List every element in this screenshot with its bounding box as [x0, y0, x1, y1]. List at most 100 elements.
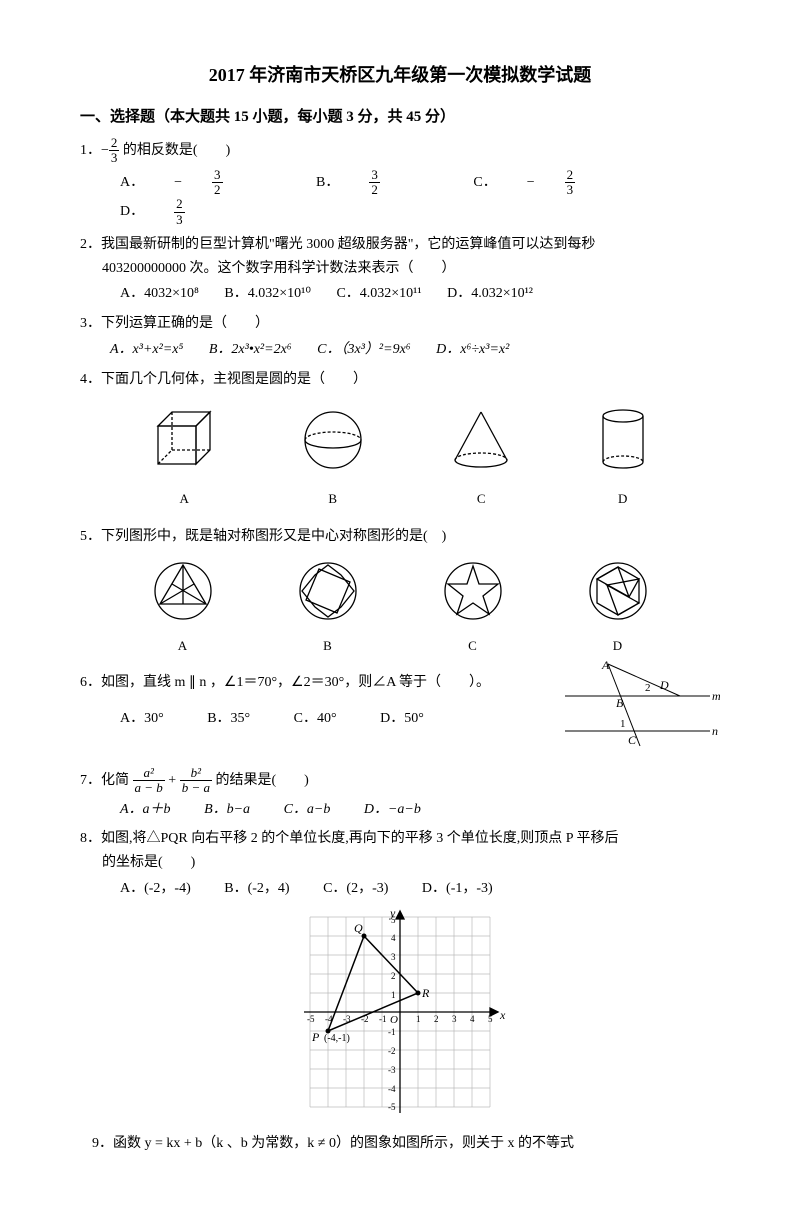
question-3: 3．下列运算正确的是（ ） A．x³+x²=x⁵ B．2x³•x²=2x⁶ C．…	[80, 312, 720, 362]
q2-optC: C．4.032×10¹¹	[336, 282, 421, 306]
q8-optA: A．(-2，-4)	[120, 877, 191, 901]
q8-yt0: 5	[391, 915, 396, 925]
q7-stem-pre: 7．化简	[80, 773, 133, 788]
q4-stem: 4．下面几个几何体，主视图是圆的是（ ）	[80, 368, 720, 392]
q7-optC: C．a−b	[284, 798, 331, 822]
symmetry-c-icon	[442, 560, 504, 622]
q8-xlabel: x	[499, 1008, 506, 1022]
q8-xt4: -1	[379, 1014, 387, 1024]
q8-yt1: 4	[391, 933, 396, 943]
q8-optC: C．(2，-3)	[323, 877, 388, 901]
section-header: 一、选择题（本大题共 15 小题，每小题 3 分，共 45 分）	[80, 105, 720, 131]
q3-optD: D．x⁶÷x³=x²	[436, 338, 509, 362]
symmetry-a-icon	[152, 560, 214, 622]
q5-labelB: B	[297, 635, 359, 657]
q8-line2: 的坐标是( )	[80, 851, 720, 875]
q1-optA-sign: −	[174, 171, 182, 195]
q7-f2-den: b − a	[180, 781, 212, 795]
symmetry-d-icon	[587, 560, 649, 622]
q8-xt2: -3	[343, 1014, 351, 1024]
page-title: 2017 年济南市天桥区九年级第一次模拟数学试题	[80, 60, 720, 91]
q4-labelC: C	[445, 488, 517, 510]
q8-R: R	[421, 986, 430, 1000]
q8-yt4: 1	[391, 990, 396, 1000]
question-2: 2．我国最新研制的巨型计算机"曙光 3000 超级服务器"，它的运算峰值可以达到…	[80, 233, 720, 306]
q8-xt5: 1	[416, 1014, 421, 1024]
q6-n: n	[712, 724, 718, 738]
q1-optA-den: 2	[212, 183, 223, 197]
symmetry-b-icon	[297, 560, 359, 622]
q6-B: B	[616, 696, 624, 710]
q3-optA: A．x³+x²=x⁵	[110, 338, 183, 362]
q7-stem-post: 的结果是( )	[212, 773, 309, 788]
q7-plus: +	[165, 773, 180, 788]
parallel-lines-diagram: A D 2 B 1 C m n	[560, 661, 720, 751]
q8-optB: B．(-2，4)	[224, 877, 289, 901]
q4-labelB: B	[297, 488, 369, 510]
q7-f1-num: a²	[133, 766, 165, 781]
q8-xt8: 4	[470, 1014, 475, 1024]
q7-optD: D．−a−b	[364, 798, 421, 822]
q1-optC-den: 3	[565, 183, 576, 197]
q6-D: D	[659, 678, 669, 692]
q8-xt9: 5	[488, 1014, 493, 1024]
q1-optC-sign: −	[527, 171, 535, 195]
question-9: 9．函数 y = kx + b（k 、b 为常数，k ≠ 0）的图象如图所示，则…	[80, 1132, 720, 1156]
q8-Pcoord: (-4,-1)	[324, 1033, 350, 1044]
question-4: 4．下面几个几何体，主视图是圆的是（ ） A	[80, 368, 720, 519]
q8-yt6: -2	[388, 1046, 396, 1056]
q6-A: A	[601, 661, 610, 672]
q5-labelA: A	[152, 635, 214, 657]
question-8: 8．如图,将△PQR 向右平移 2 的个单位长度,再向下的平移 3 个单位长度,…	[80, 827, 720, 1125]
q1-optB-num: 3	[369, 168, 380, 183]
q8-Q: Q	[354, 921, 363, 935]
q2-line1: 2．我国最新研制的巨型计算机"曙光 3000 超级服务器"，它的运算峰值可以达到…	[80, 233, 720, 257]
q8-xt7: 3	[452, 1014, 457, 1024]
q2-optB: B．4.032×10¹⁰	[224, 282, 311, 306]
q6-stem: 6．如图，直线 m ∥ n ，∠1＝70°，∠2＝30°，则∠A 等于（ ）。	[80, 671, 560, 695]
q1-stem-post: 的相反数是( )	[119, 143, 230, 158]
q1-optD-num: 2	[174, 197, 185, 212]
q1-frac-sign: −	[101, 143, 109, 158]
q4-labelA: A	[148, 488, 220, 510]
question-1: 1．−23 的相反数是( ) A．−32 B．32 C．−23 D．23	[80, 136, 720, 227]
q1-optB-den: 2	[369, 183, 380, 197]
q3-optB: B．2x³•x²=2x⁶	[209, 338, 292, 362]
q6-optA: A．30°	[120, 707, 164, 731]
question-5: 5．下列图形中，既是轴对称图形又是中心对称图形的是( ) A	[80, 525, 720, 666]
q2-optA: A．4032×10⁸	[120, 282, 199, 306]
q5-stem: 5．下列图形中，既是轴对称图形又是中心对称图形的是( )	[80, 525, 720, 549]
q8-xt0: -5	[307, 1014, 315, 1024]
q1-optD-den: 3	[174, 213, 185, 227]
q8-yt2: 3	[391, 952, 396, 962]
q8-line1: 8．如图,将△PQR 向右平移 2 的个单位长度,再向下的平移 3 个单位长度,…	[80, 827, 720, 851]
cone-icon	[445, 404, 517, 476]
q1-optC-label: C．	[473, 171, 496, 195]
q7-f2-num: b²	[180, 766, 212, 781]
q6-C: C	[628, 733, 637, 747]
q2-line2: 403200000000 次。这个数字用科学计数法来表示（ ）	[80, 257, 720, 281]
q8-optD: D．(-1，-3)	[422, 877, 493, 901]
cylinder-icon	[594, 404, 652, 476]
q2-optD: D．4.032×10¹²	[447, 282, 533, 306]
sphere-icon	[297, 404, 369, 476]
q6-optD: D．50°	[380, 707, 424, 731]
q8-P: P	[311, 1030, 320, 1044]
q1-frac-den: 3	[109, 151, 120, 165]
q3-stem: 3．下列运算正确的是（ ）	[80, 312, 720, 336]
q8-yt5: -1	[388, 1027, 396, 1037]
coordinate-graph: x y O Q R P (-4,-1) -5 -4 -3 -2 -1 1 2 3…	[290, 907, 510, 1117]
q8-yt8: -4	[388, 1084, 396, 1094]
q7-optA: A．a＋b	[120, 798, 171, 822]
q6-angle1: 1	[620, 718, 626, 730]
q8-xt1: -4	[325, 1014, 333, 1024]
q8-xt6: 2	[434, 1014, 439, 1024]
q6-m: m	[712, 689, 720, 703]
q7-optB: B．b−a	[204, 798, 250, 822]
q1-stem-pre: 1．	[80, 143, 101, 158]
q8-yt3: 2	[391, 971, 396, 981]
q8-yt7: -3	[388, 1065, 396, 1075]
q6-optB: B．35°	[207, 707, 250, 731]
q6-optC: C．40°	[294, 707, 337, 731]
question-7: 7．化简 a²a − b + b²b − a 的结果是( ) A．a＋b B．b…	[80, 766, 720, 821]
